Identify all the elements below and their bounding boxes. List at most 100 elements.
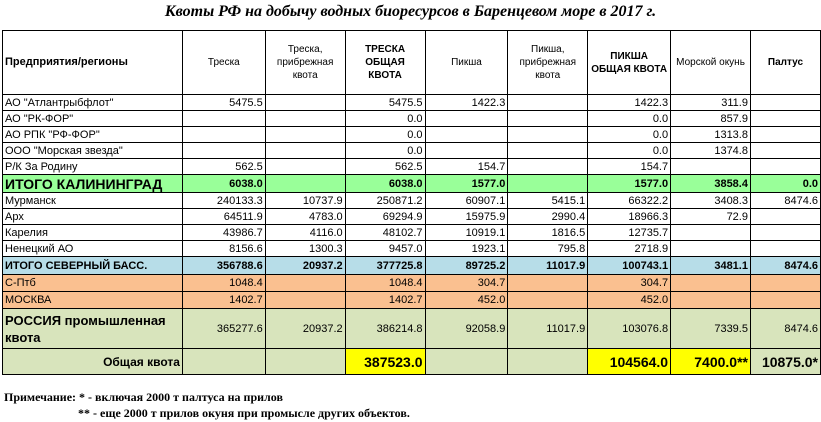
table-cell: 100743.1 (587, 256, 672, 275)
table-row: МОСКВА 1402.7 1402.7 452.0 452.0 (2, 291, 821, 309)
table-cell: 304.7 (587, 274, 672, 292)
table-cell (181, 348, 266, 375)
table-row: Ненецкий АО 8156.6 1300.3 9457.0 1923.1 795.8… (2, 240, 821, 257)
table-cell: 452.0 (424, 291, 509, 309)
table-cell: 1048.4 (344, 274, 426, 292)
table-cell: 4783.0 (264, 208, 346, 225)
row-label: Карелия (2, 224, 183, 241)
table-cell (264, 291, 346, 309)
table-cell: 8474.6 (749, 256, 821, 275)
table-cell: 365277.6 (181, 308, 266, 349)
table-cell: 72.9 (670, 208, 751, 225)
table-cell: 18966.3 (587, 208, 672, 225)
table-cell: 1048.4 (181, 274, 266, 292)
table-cell (749, 274, 821, 292)
table-cell: 0.0 (344, 142, 426, 159)
table-cell: 0.0 (587, 142, 672, 159)
table-cell: 5415.1 (507, 192, 589, 209)
table-cell (749, 126, 821, 143)
table-cell: 1300.3 (264, 240, 346, 257)
row-label: АО "Атлантрыбфлот" (2, 94, 183, 111)
table-cell (181, 142, 266, 159)
table-cell: 2990.4 (507, 208, 589, 225)
table-cell: 154.7 (587, 158, 672, 175)
row-label: Мурманск (2, 192, 183, 209)
row-label: МОСКВА (2, 291, 183, 309)
table-cell: 1816.5 (507, 224, 589, 241)
table-cell (670, 274, 751, 292)
row-label: ИТОГО СЕВЕРНЫЙ БАСС. (2, 256, 183, 275)
table-cell: 60907.1 (424, 192, 509, 209)
row-label: ООО "Морская звезда" (2, 142, 183, 159)
table-cell: 250871.2 (344, 192, 426, 209)
table-cell: 7400.0** (670, 348, 751, 375)
table-cell: 8474.6 (749, 308, 821, 349)
table-row: Мурманск 240133.3 10737.9 250871.2 60907.1 54… (2, 192, 821, 209)
table-row: Арх 64511.9 4783.0 69294.9 15975.9 2990.4 1896… (2, 208, 821, 225)
table-cell: 7339.5 (670, 308, 751, 349)
table-cell: 11017.9 (507, 256, 589, 275)
table-cell (507, 174, 589, 193)
table-row: АО РПК "РФ-ФОР" 0.0 0.0 1313.8 (2, 126, 821, 143)
table-cell: 20937.2 (264, 256, 346, 275)
row-label: Р/К За Родину (2, 158, 183, 175)
table-cell: 12735.7 (587, 224, 672, 241)
row-label: АО "РК-ФОР" (2, 110, 183, 127)
table-cell: 0.0 (344, 126, 426, 143)
table-cell: 10875.0* (749, 348, 821, 375)
table-cell (507, 158, 589, 175)
table-cell (507, 291, 589, 309)
header-cell: Морской окунь (670, 30, 751, 95)
table-cell: 5475.5 (181, 94, 266, 111)
row-label: Ненецкий АО (2, 240, 183, 257)
table-cell (181, 110, 266, 127)
table-cell: 377725.8 (344, 256, 426, 275)
table-cell (264, 110, 346, 127)
note-2: ** - еще 2000 т прилов окуня при промысл… (78, 406, 410, 420)
table-row: АО "РК-ФОР" 0.0 0.0 857.9 (2, 110, 821, 127)
table-cell (264, 158, 346, 175)
page-title: Квоты РФ на добычу водных биоресурсов в … (164, 3, 657, 20)
table-cell (670, 224, 751, 241)
table-cell (424, 348, 509, 375)
table-cell: 69294.9 (344, 208, 426, 225)
table-cell (507, 126, 589, 143)
table-cell: 8474.6 (749, 192, 821, 209)
table-cell (507, 94, 589, 111)
table-cell: 1402.7 (344, 291, 426, 309)
table-cell: 10919.1 (424, 224, 509, 241)
table-cell: 1923.1 (424, 240, 509, 257)
table-cell: 857.9 (670, 110, 751, 127)
table-cell (424, 110, 509, 127)
header-row: Предприятия/регионы Треска Треска, прибр… (2, 30, 821, 95)
table-cell: 9457.0 (344, 240, 426, 257)
header-cell: Палтус (749, 30, 821, 95)
table-cell: 3858.4 (670, 174, 751, 193)
header-cell: Предприятия/регионы (2, 30, 183, 95)
table-cell: 0.0 (587, 110, 672, 127)
header-cell: ТРЕСКА ОБЩАЯ КВОТА (344, 30, 426, 95)
table-row: АО "Атлантрыбфлот" 5475.5 5475.5 1422.3 1422… (2, 94, 821, 111)
table-cell: 1577.0 (424, 174, 509, 193)
row-label: РОССИЯ промышленная квота (2, 308, 183, 349)
table-cell (424, 142, 509, 159)
table-cell: 6038.0 (181, 174, 266, 193)
table-cell: 0.0 (749, 174, 821, 193)
table-cell: 0.0 (344, 110, 426, 127)
table-row: С-Птб 1048.4 1048.4 304.7 304.7 (2, 274, 821, 292)
row-label: ИТОГО КАЛИНИНГРАД (2, 174, 183, 193)
table-cell (670, 291, 751, 309)
table-row: ООО "Морская звезда" 0.0 0.0 1374.8 (2, 142, 821, 159)
row-label: АО РПК "РФ-ФОР" (2, 126, 183, 143)
table-cell: 240133.3 (181, 192, 266, 209)
table-cell: 304.7 (424, 274, 509, 292)
table-cell: 795.8 (507, 240, 589, 257)
table-cell: 104564.0 (587, 348, 672, 375)
table-cell: 15975.9 (424, 208, 509, 225)
table-cell (749, 240, 821, 257)
table-cell: 4116.0 (264, 224, 346, 241)
table-cell (749, 158, 821, 175)
notes: Примечание: * - включая 2000 т палтуса н… (4, 389, 410, 421)
table-cell: 64511.9 (181, 208, 266, 225)
table-cell (749, 94, 821, 111)
